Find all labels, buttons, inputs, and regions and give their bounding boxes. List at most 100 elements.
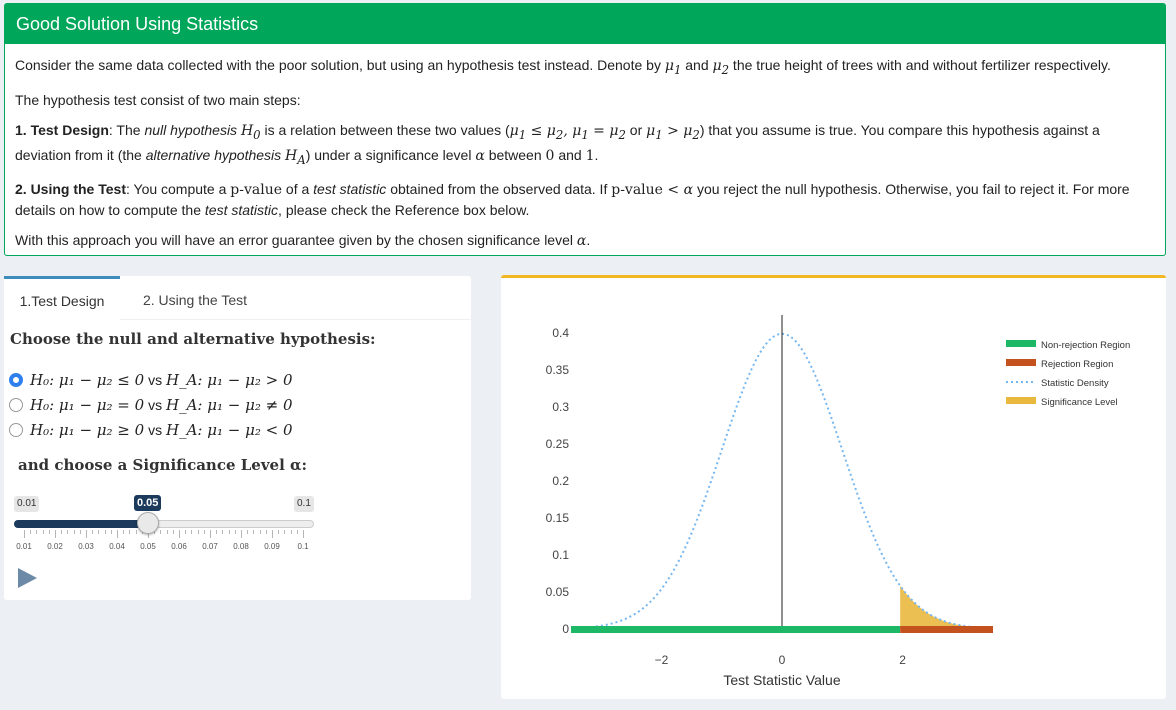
slider-tick-label: 0.09 — [264, 542, 280, 551]
slider-tick — [241, 530, 242, 538]
slider-tick — [148, 530, 149, 538]
slider-tick — [272, 530, 273, 538]
y-tick-label: 0.2 — [552, 474, 569, 488]
slider-tick-label: 0.06 — [171, 542, 187, 551]
y-tick-label: 0.15 — [546, 511, 570, 525]
tab-bar: 1.Test Design 2. Using the Test — [4, 276, 471, 320]
legend-swatch — [1006, 340, 1036, 347]
y-tick-label: 0.1 — [552, 548, 569, 562]
y-tick-label: 0 — [562, 622, 569, 636]
slider-tick-label: 0.07 — [202, 542, 218, 551]
slider-tick — [30, 530, 32, 534]
slider-tick — [253, 530, 255, 534]
slider-tick-label: 0.08 — [233, 542, 249, 551]
slider-tick — [185, 530, 187, 534]
slider-tick — [36, 530, 38, 534]
x-axis-label: Test Statistic Value — [723, 672, 840, 688]
density-curve — [570, 332, 994, 630]
using-test-paragraph: 2. Using the Test: You compute a p-value… — [15, 181, 1130, 219]
y-tick-label: 0.3 — [552, 400, 569, 414]
tab-using-the-test[interactable]: 2. Using the Test — [142, 292, 248, 308]
slider-tick-label: 0.02 — [47, 542, 63, 551]
slider-tick — [259, 530, 261, 534]
y-tick-label: 0.35 — [546, 363, 570, 377]
slider-tick-label: 0.01 — [16, 542, 32, 551]
legend-label: Significance Level — [1041, 397, 1118, 408]
slider-tick — [303, 530, 304, 538]
slider-tick — [104, 530, 106, 534]
rejection-region — [900, 626, 993, 633]
slider-tick — [61, 530, 63, 534]
slider-tick — [92, 530, 94, 534]
good-solution-box: Good Solution Using Statistics Consider … — [4, 3, 1166, 256]
slider-tick — [222, 530, 224, 534]
x-tick-label: −2 — [655, 653, 669, 667]
hypothesis-option-3[interactable]: H₀: μ₁ − μ₂ ≥ 0 vs H_A: μ₁ − μ₂ < 0 — [9, 420, 293, 440]
slider-tick — [179, 530, 180, 538]
slider-tick — [216, 530, 218, 534]
significance-heading: and choose a Significance Level α: — [18, 456, 308, 474]
slider-tick — [228, 530, 230, 534]
slider-tick — [166, 530, 168, 534]
legend-swatch — [1006, 397, 1036, 404]
hypothesis-option-2[interactable]: H₀: μ₁ − μ₂ = 0 vs H_A: μ₁ − μ₂ ≠ 0 — [9, 395, 293, 415]
box-body: Consider the same data collected with th… — [5, 44, 1165, 251]
slider-tick — [197, 530, 199, 534]
radio-button[interactable] — [9, 423, 23, 437]
slider-handle[interactable] — [137, 512, 159, 534]
steps-intro: The hypothesis test consist of two main … — [15, 91, 301, 108]
slider-tick — [296, 530, 298, 534]
guarantee-paragraph: With this approach you will have an erro… — [15, 232, 591, 250]
slider-tick-label: 0.1 — [297, 542, 309, 551]
radio-button-checked[interactable] — [9, 373, 23, 387]
play-icon[interactable] — [18, 568, 37, 588]
slider-tick — [48, 530, 50, 534]
slider-fill — [14, 520, 148, 528]
box-title: Good Solution Using Statistics — [5, 4, 1165, 44]
slider-value-label: 0.05 — [134, 495, 162, 511]
x-tick-label: 2 — [899, 653, 906, 667]
test-design-panel: 1.Test Design 2. Using the Test — [4, 276, 471, 600]
slider-tick — [135, 530, 137, 534]
x-tick-label: 0 — [779, 653, 786, 667]
hypothesis-option-1[interactable]: H₀: μ₁ − μ₂ ≤ 0 vs H_A: μ₁ − μ₂ > 0 — [9, 370, 293, 390]
slider-tick — [284, 530, 286, 534]
slider-tick — [203, 530, 205, 534]
slider-max-label: 0.1 — [294, 496, 314, 512]
slider-tick — [110, 530, 112, 534]
slider-tick — [160, 530, 162, 534]
y-tick-label: 0.4 — [552, 326, 569, 340]
test-design-paragraph: 1. Test Design: The null hypothesis H0 i… — [15, 121, 1100, 167]
distribution-chart: 0 0.05 0.1 0.15 0.2 0.25 0.3 0.35 0.4 −2 0 2 Test St… — [546, 315, 1130, 688]
legend-label: Non-rejection Region — [1041, 340, 1130, 351]
legend-label: Rejection Region — [1041, 359, 1113, 370]
intro-paragraph: Consider the same data collected with th… — [15, 57, 1111, 77]
slider-tick — [278, 530, 280, 534]
slider-tick — [234, 530, 236, 534]
slider-tick — [24, 530, 25, 538]
non-rejection-region — [571, 626, 901, 633]
slider-tick — [154, 530, 156, 534]
significance-area — [900, 585, 993, 629]
y-tick-label: 0.25 — [546, 437, 570, 451]
slider-tick — [73, 530, 75, 534]
legend-swatch — [1006, 359, 1036, 366]
slider-tick-label: 0.03 — [78, 542, 94, 551]
slider-tick — [129, 530, 131, 534]
tab-test-design[interactable]: 1.Test Design — [4, 276, 120, 320]
slider-min-label: 0.01 — [14, 496, 40, 512]
slider-tick — [67, 530, 69, 534]
slider-tick — [42, 530, 44, 534]
slider-tick — [86, 530, 87, 538]
slider-tick — [123, 530, 125, 534]
slider-tick — [265, 530, 267, 534]
slider-tick — [172, 530, 174, 534]
hypothesis-heading: Choose the null and alternative hypothes… — [10, 330, 376, 348]
slider-tick — [191, 530, 193, 534]
slider-tick — [290, 530, 292, 534]
slider-tick — [98, 530, 100, 534]
slider-tick — [79, 530, 81, 534]
radio-button[interactable] — [9, 398, 23, 412]
slider-tick-label: 0.04 — [109, 542, 125, 551]
slider-tick — [117, 530, 118, 538]
